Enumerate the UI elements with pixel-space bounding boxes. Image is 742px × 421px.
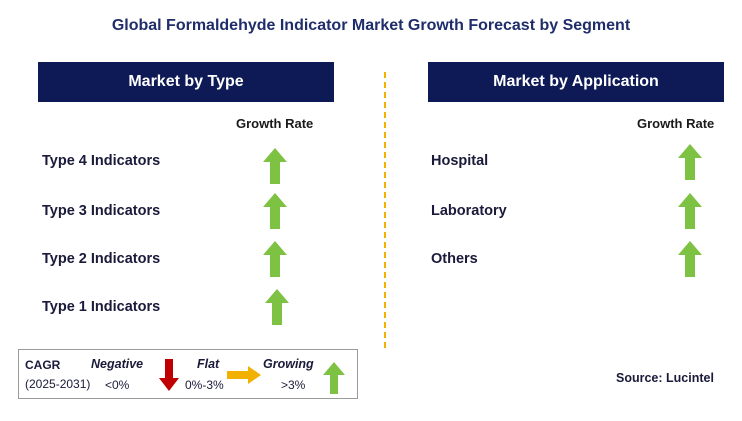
up-arrow-icon	[263, 193, 287, 229]
legend-negative-label: Negative	[91, 357, 144, 371]
type-growth-rate-header: Growth Rate	[236, 116, 314, 131]
type-row-label: Type 1 Indicators	[42, 299, 161, 315]
legend-growing-label: Growing	[263, 357, 314, 371]
panel-divider	[384, 72, 386, 348]
legend-period: (2025-2031)	[25, 377, 91, 391]
application-row-label: Laboratory	[431, 203, 507, 219]
up-arrow-icon	[265, 289, 289, 325]
type-row-label: Type 4 Indicators	[42, 153, 161, 169]
right-arrow-icon	[227, 366, 261, 384]
application-row-label: Hospital	[431, 153, 489, 169]
type-row-label: Type 3 Indicators	[42, 203, 161, 219]
up-arrow-icon	[263, 148, 287, 184]
up-arrow-icon	[263, 241, 287, 277]
legend-growing-range: >3%	[281, 378, 306, 392]
application-growth-rate-header: Growth Rate	[637, 116, 715, 131]
legend-cagr-label: CAGR	[25, 358, 61, 372]
page-title: Global Formaldehyde Indicator Market Gro…	[111, 17, 631, 34]
application-row-label: Others	[431, 251, 478, 267]
market-by-type-header: Market by Type	[38, 62, 334, 102]
up-arrow-icon	[323, 362, 345, 394]
down-arrow-icon	[159, 359, 179, 391]
type-row-label: Type 2 Indicators	[42, 251, 161, 267]
source-note: Source: Lucintel	[616, 371, 714, 385]
legend-flat-label: Flat	[197, 357, 220, 371]
legend-flat-range: 0%-3%	[185, 378, 224, 392]
legend-negative-range: <0%	[105, 378, 130, 392]
up-arrow-icon	[678, 193, 702, 229]
cagr-legend: CAGR (2025-2031) Negative <0% Flat 0%-3%…	[18, 349, 358, 399]
up-arrow-icon	[678, 144, 702, 180]
market-by-application-header: Market by Application	[428, 62, 724, 102]
up-arrow-icon	[678, 241, 702, 277]
